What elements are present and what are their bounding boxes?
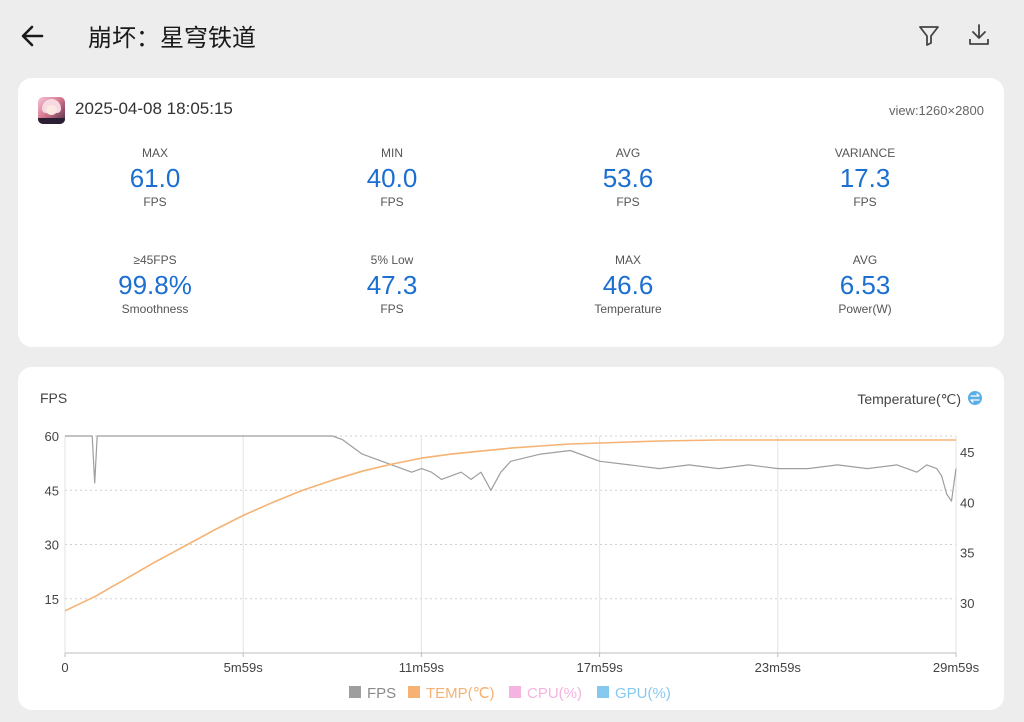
stat-smoothness: ≥45FPS 99.8% Smoothness — [65, 253, 245, 317]
stat-value: 46.6 — [602, 270, 654, 300]
stat-label: AVG — [615, 146, 641, 160]
stat-avg-power: AVG 6.53 Power(W) — [775, 253, 955, 317]
stat-label: MAX — [141, 146, 168, 160]
legend-item[interactable]: GPU(%) — [597, 685, 671, 702]
y-tick-left-label: 30 — [45, 538, 59, 553]
chart-axes: 60 45 30 15 45 40 35 30 0 5m59s 11m59s 17m59s 23m59s… — [45, 429, 980, 675]
legend-swatch — [509, 686, 521, 698]
legend-swatch — [597, 686, 609, 698]
stat-min-fps: MIN 40.0 FPS — [302, 146, 482, 210]
download-icon — [969, 24, 989, 45]
stat-value: 17.3 — [839, 163, 891, 193]
chart-legend[interactable]: FPS TEMP(℃) CPU(%) GPU(%) — [349, 685, 671, 702]
x-tick-label: 23m59s — [755, 660, 802, 675]
x-tick-label: 29m59s — [933, 660, 980, 675]
performance-chart-card: FPS Temperature(℃) 60 45 30 15 45 40 35 30 0 5m59… — [18, 367, 1004, 710]
x-tick-label: 17m59s — [576, 660, 623, 675]
page-title: 崩坏：星穹铁道 — [88, 24, 256, 52]
legend-swatch — [408, 686, 420, 698]
legend-label: FPS — [367, 685, 396, 702]
download-button[interactable] — [965, 20, 993, 50]
chart-series — [64, 435, 957, 612]
view-resolution: view:1260×2800 — [888, 103, 984, 118]
legend-label: GPU(%) — [615, 685, 671, 702]
stat-value: 61.0 — [129, 163, 181, 193]
y-tick-right-label: 45 — [960, 445, 974, 460]
legend-label: TEMP(℃) — [426, 685, 495, 702]
stat-unit: FPS — [616, 195, 640, 209]
stat-label: VARIANCE — [834, 146, 896, 160]
y-tick-left-label: 45 — [45, 483, 59, 498]
stat-unit: FPS — [143, 195, 167, 209]
series-line-fps — [65, 435, 957, 502]
legend-item[interactable]: TEMP(℃) — [408, 685, 495, 702]
stat-unit: FPS — [380, 302, 404, 316]
y-axis-title-fps: FPS — [40, 390, 67, 406]
stat-variance: VARIANCE 17.3 FPS — [775, 146, 955, 210]
legend-label: CPU(%) — [527, 685, 582, 702]
session-datetime: 2025-04-08 18:05:15 — [75, 99, 233, 118]
stat-unit: Power(W) — [838, 302, 892, 316]
y-tick-right-label: 35 — [960, 546, 974, 561]
back-button[interactable] — [18, 20, 50, 52]
stat-label: AVG — [852, 253, 878, 267]
game-app-icon — [38, 97, 65, 124]
y-tick-left-label: 60 — [45, 429, 59, 444]
stat-5pct-low: 5% Low 47.3 FPS — [302, 253, 482, 317]
filter-icon — [919, 26, 939, 46]
stat-max-temperature: MAX 46.6 Temperature — [538, 253, 718, 317]
stat-label: ≥45FPS — [133, 253, 177, 267]
arrow-left-icon — [21, 25, 44, 47]
stat-value: 53.6 — [602, 163, 654, 193]
y-tick-right-label: 40 — [960, 495, 974, 510]
series-line-temperature — [64, 439, 956, 612]
x-tick-label: 5m59s — [224, 660, 264, 675]
stat-value: 47.3 — [366, 270, 418, 300]
stat-value: 99.8% — [118, 270, 192, 300]
stat-value: 6.53 — [839, 270, 891, 300]
summary-card: 2025-04-08 18:05:15 view:1260×2800 MAX 6… — [18, 78, 1004, 347]
chart-grid — [64, 435, 957, 653]
legend-item[interactable]: CPU(%) — [509, 685, 582, 702]
y-tick-right-label: 30 — [960, 596, 974, 611]
legend-item[interactable]: FPS — [349, 685, 396, 702]
toggle-axis-icon[interactable] — [968, 391, 982, 405]
fps-temperature-chart[interactable]: FPS Temperature(℃) 60 45 30 15 45 40 35 30 0 5m59… — [18, 367, 1004, 710]
x-tick-label: 0 — [61, 660, 68, 675]
legend-swatch — [349, 686, 361, 698]
stat-unit: Smoothness — [121, 302, 189, 316]
y-axis-title-temperature: Temperature(℃) — [857, 391, 961, 407]
top-bar: 崩坏：星穹铁道 — [0, 0, 1024, 72]
stat-value: 40.0 — [366, 163, 418, 193]
stat-label: MIN — [381, 146, 403, 160]
x-tick-label: 11m59s — [399, 660, 445, 675]
stat-unit: FPS — [380, 195, 404, 209]
y-tick-left-label: 15 — [45, 592, 59, 607]
stat-label: 5% Low — [370, 253, 414, 267]
stat-avg-fps: AVG 53.6 FPS — [538, 146, 718, 210]
stat-label: MAX — [614, 253, 641, 267]
stat-unit: Temperature — [594, 302, 662, 316]
filter-button[interactable] — [915, 20, 943, 50]
stat-unit: FPS — [853, 195, 877, 209]
stat-max-fps: MAX 61.0 FPS — [65, 146, 245, 210]
